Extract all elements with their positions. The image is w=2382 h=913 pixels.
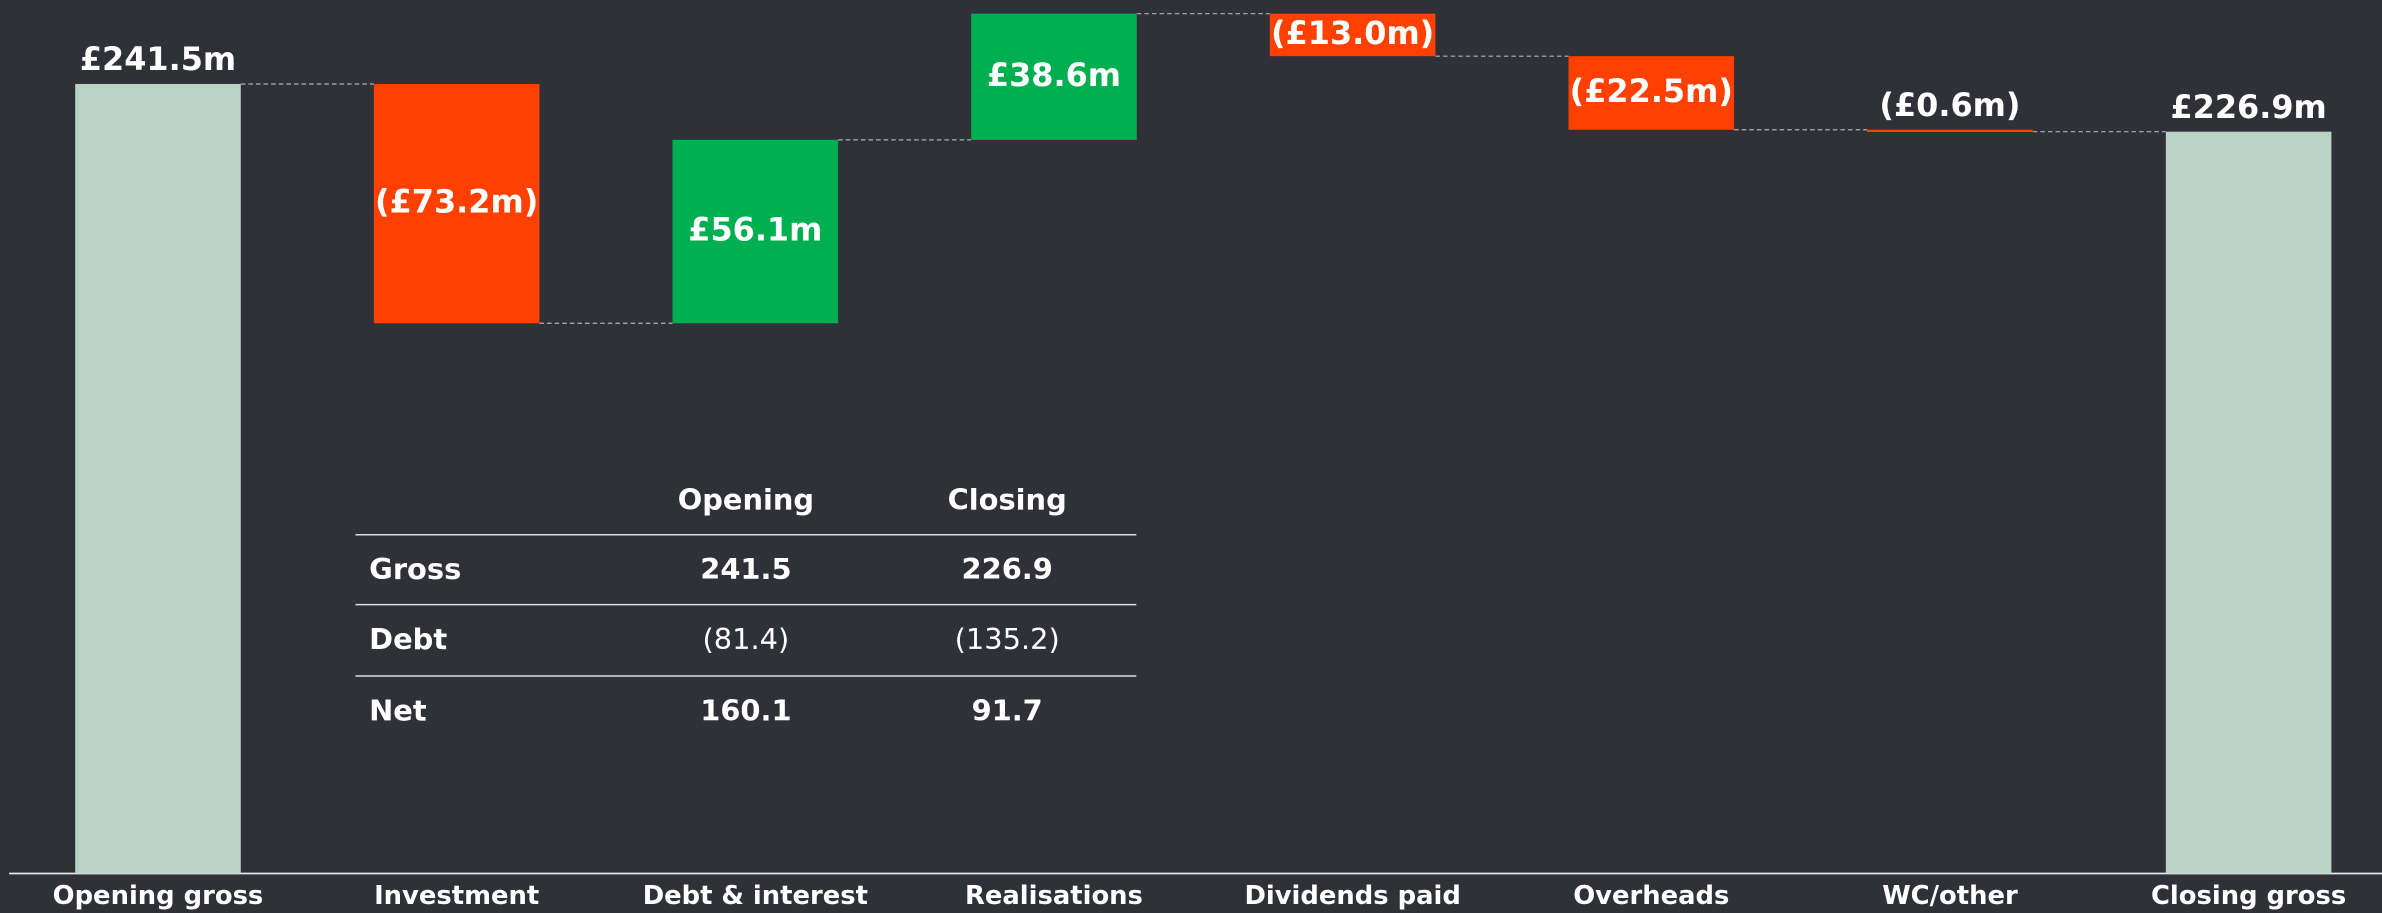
table-row-label: Debt [369, 622, 447, 656]
table-cell: 241.5 [700, 552, 791, 586]
x-tick-label: Opening gross [53, 881, 264, 911]
table-header: Opening [678, 482, 814, 516]
table-row-label: Net [369, 693, 427, 727]
bar [1568, 56, 1735, 130]
value-label: (£13.0m) [1271, 14, 1434, 52]
table-cell: 91.7 [972, 693, 1043, 727]
x-tick-label: Overheads [1573, 881, 1729, 911]
table-cell: (81.4) [703, 622, 790, 656]
table-header: Closing [948, 482, 1067, 516]
x-tick-label: Closing gross [2151, 881, 2346, 911]
bar [971, 13, 1137, 140]
bar [373, 83, 540, 324]
bar [2165, 131, 2332, 874]
x-tick-label: Dividends paid [1244, 881, 1460, 911]
table-cell: (135.2) [955, 622, 1060, 656]
bar [1867, 129, 2033, 133]
value-label: (£73.2m) [375, 183, 538, 221]
table-row-label: Gross [369, 552, 461, 586]
table-cell: 226.9 [962, 552, 1053, 586]
value-label: £241.5m [80, 40, 236, 78]
bar [672, 139, 839, 324]
x-tick-label: WC/other [1882, 881, 2018, 911]
value-label: (£22.5m) [1570, 72, 1733, 110]
x-tick-label: Debt & interest [643, 881, 868, 911]
value-label: £226.9m [2170, 88, 2326, 126]
value-label: £56.1m [688, 211, 822, 249]
bar [75, 83, 241, 874]
x-tick-label: Realisations [965, 881, 1143, 911]
x-tick-label: Investment [374, 881, 539, 911]
value-label: (£0.6m) [1879, 86, 2020, 124]
value-label: £38.6m [987, 56, 1121, 94]
bar [1269, 13, 1436, 57]
table-cell: 160.1 [700, 693, 791, 727]
